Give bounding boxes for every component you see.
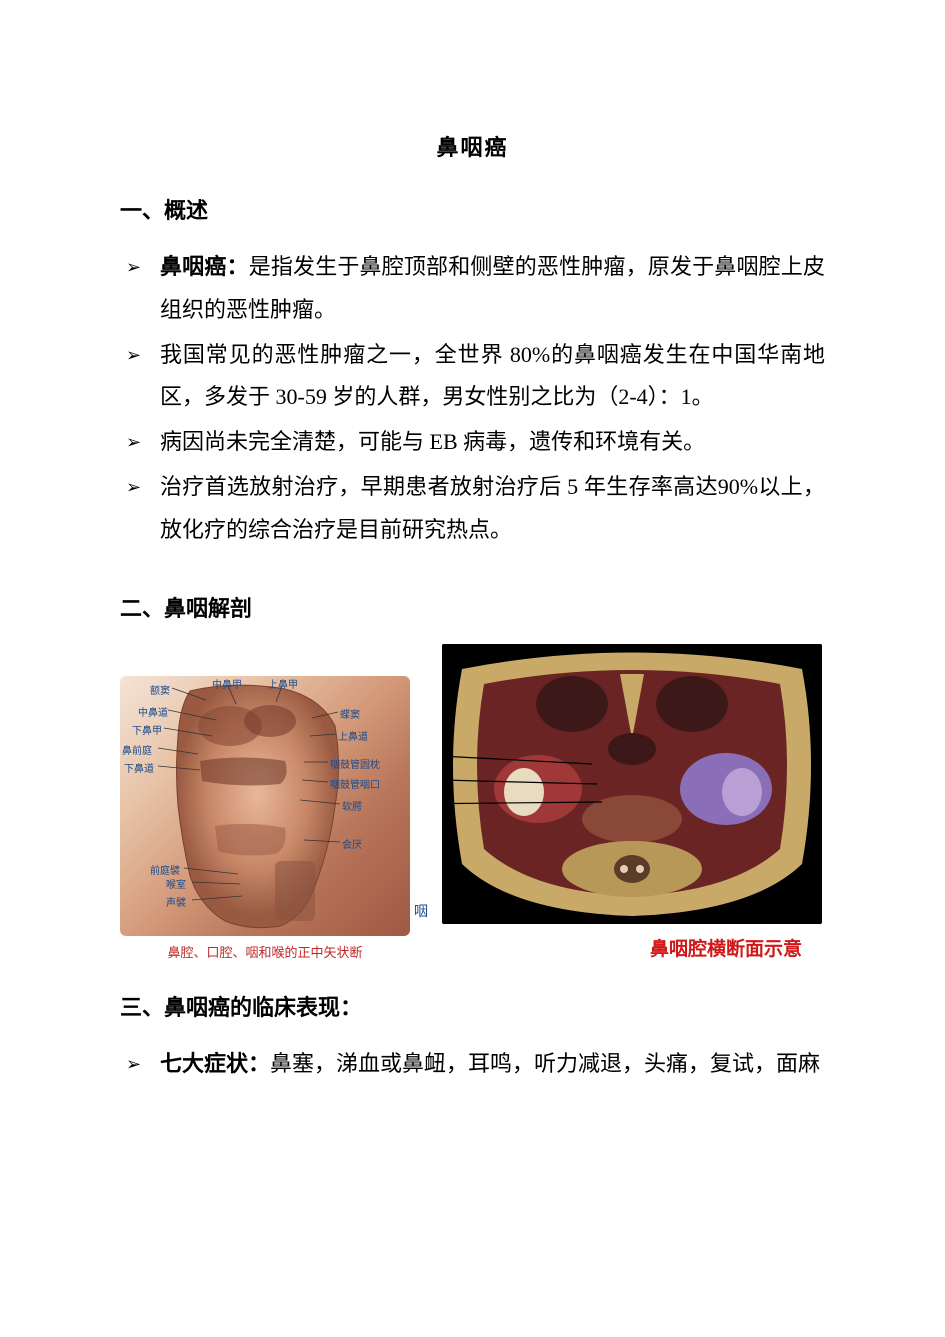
bullet-text: 治疗首选放射治疗，早期患者放射治疗后 5 年生存率高达90%以上，放化疗的综合治… — [160, 474, 825, 542]
axial-figure: 鼻咽腔横断面示意 — [442, 644, 822, 961]
bullet-marker-icon: ➢ — [126, 250, 141, 285]
figures-row: 额窦 中鼻道 下鼻甲 鼻前庭 下鼻道 前庭襞 喉室 声襞 中鼻甲 上鼻甲 蝶窦 … — [120, 644, 825, 961]
sagittal-figure: 额窦 中鼻道 下鼻甲 鼻前庭 下鼻道 前庭襞 喉室 声襞 中鼻甲 上鼻甲 蝶窦 … — [120, 676, 410, 961]
anat-label: 鼻前庭 — [122, 742, 152, 757]
anat-label: 咽鼓管咽口 — [330, 776, 380, 791]
bullet-marker-icon: ➢ — [126, 338, 141, 373]
overview-list: ➢ 鼻咽癌：是指发生于鼻腔顶部和侧壁的恶性肿瘤，原发于鼻咽腔上皮组织的恶性肿瘤。… — [120, 246, 825, 552]
bullet-text: 病因尚未完全清楚，可能与 EB 病毒，遗传和环境有关。 — [160, 429, 705, 454]
bullet-item: ➢ 七大症状：鼻塞，涕血或鼻衄，耳鸣，听力减退，头痛，复试，面麻 — [120, 1043, 825, 1086]
section1-heading: 一、概述 — [120, 190, 825, 232]
anatomy-section: 二、鼻咽解剖 — [120, 588, 825, 961]
clinical-section: 三、鼻咽癌的临床表现： ➢ 七大症状：鼻塞，涕血或鼻衄，耳鸣，听力减退，头痛，复… — [120, 987, 825, 1086]
sagittal-image: 额窦 中鼻道 下鼻甲 鼻前庭 下鼻道 前庭襞 喉室 声襞 中鼻甲 上鼻甲 蝶窦 … — [120, 676, 410, 936]
bullet-bold: 鼻咽癌： — [160, 254, 249, 279]
bullet-item: ➢ 我国常见的恶性肿瘤之一，全世界 80%的鼻咽癌发生在中国华南地区，多发于 3… — [120, 334, 825, 420]
anat-label: 中鼻道 — [138, 704, 168, 719]
anat-label: 蝶窦 — [340, 706, 360, 721]
anat-label: 咽鼓管圆枕 — [330, 756, 380, 771]
yan-side-label: 咽 — [414, 901, 428, 921]
anat-label: 下鼻甲 — [132, 722, 162, 737]
sagittal-caption: 鼻腔、口腔、咽和喉的正中矢状断 — [167, 942, 362, 961]
anat-label: 前庭襞 — [150, 862, 180, 877]
bullet-text: 鼻塞，涕血或鼻衄，耳鸣，听力减退，头痛，复试，面麻 — [270, 1051, 820, 1076]
bullet-item: ➢ 治疗首选放射治疗，早期患者放射治疗后 5 年生存率高达90%以上，放化疗的综… — [120, 466, 825, 552]
bullet-marker-icon: ➢ — [126, 1047, 141, 1082]
section3-heading: 三、鼻咽癌的临床表现： — [120, 987, 825, 1029]
anat-label: 喉室 — [166, 876, 186, 891]
bullet-item: ➢ 病因尚未完全清楚，可能与 EB 病毒，遗传和环境有关。 — [120, 421, 825, 464]
anat-label: 额窦 — [150, 682, 170, 697]
anat-label: 上鼻甲 — [268, 676, 298, 691]
axial-caption: 鼻咽腔横断面示意 — [650, 934, 802, 961]
anat-label: 会厌 — [342, 836, 362, 851]
anat-label: 软腭 — [342, 798, 362, 813]
bullet-text: 是指发生于鼻腔顶部和侧壁的恶性肿瘤，原发于鼻咽腔上皮组织的恶性肿瘤。 — [160, 254, 825, 322]
anat-label: 声襞 — [166, 894, 186, 909]
bullet-text: 我国常见的恶性肿瘤之一，全世界 80%的鼻咽癌发生在中国华南地区，多发于 30-… — [160, 342, 825, 410]
anat-label: 上鼻道 — [338, 728, 368, 743]
anat-label: 下鼻道 — [124, 760, 154, 775]
doc-title: 鼻咽癌 — [120, 130, 825, 162]
section2-heading: 二、鼻咽解剖 — [120, 588, 825, 630]
bullet-item: ➢ 鼻咽癌：是指发生于鼻腔顶部和侧壁的恶性肿瘤，原发于鼻咽腔上皮组织的恶性肿瘤。 — [120, 246, 825, 332]
anat-label: 中鼻甲 — [212, 676, 242, 691]
bullet-marker-icon: ➢ — [126, 470, 141, 505]
symptoms-list: ➢ 七大症状：鼻塞，涕血或鼻衄，耳鸣，听力减退，头痛，复试，面麻 — [120, 1043, 825, 1086]
axial-image — [442, 644, 822, 924]
bullet-bold: 七大症状： — [160, 1051, 270, 1076]
axial-svg — [442, 644, 822, 924]
bullet-marker-icon: ➢ — [126, 425, 141, 460]
